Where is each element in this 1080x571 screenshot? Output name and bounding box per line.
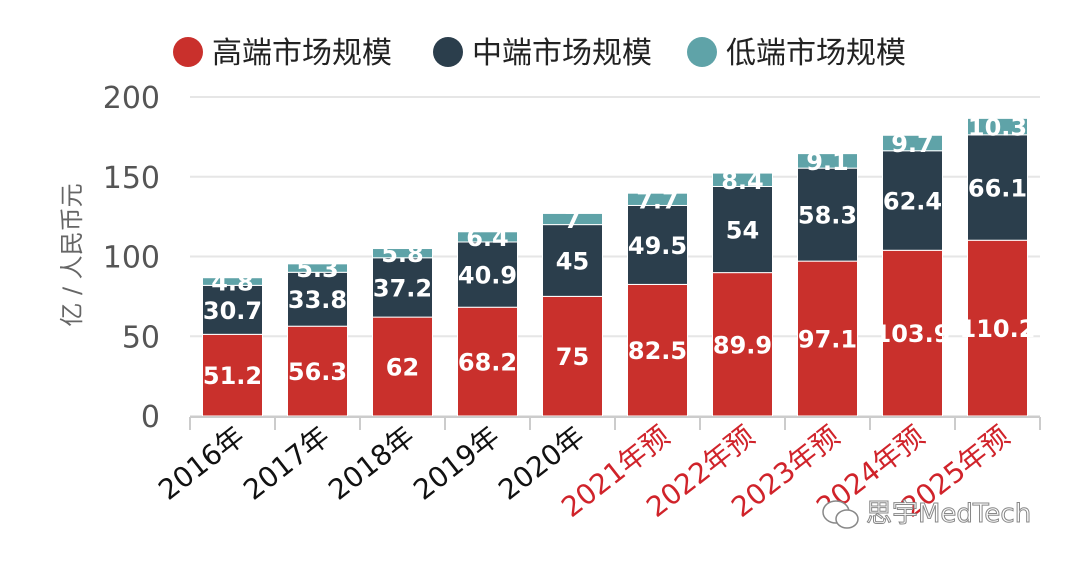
bar-segment-3 (627, 192, 688, 206)
bar-segment-3 (202, 277, 263, 286)
bar-segment-3 (457, 231, 518, 243)
y-tick-label: 150 (103, 161, 160, 196)
x-tick-label: 2018年 (322, 420, 421, 507)
data-label: 40.9 (458, 262, 517, 290)
bar-segment-1 (712, 272, 773, 417)
wechat-icon (822, 500, 859, 529)
data-label: 7.7 (636, 186, 679, 214)
data-label: 82.5 (628, 337, 687, 365)
bars (202, 117, 1028, 417)
data-label: 37.2 (373, 274, 432, 302)
data-label: 89.9 (713, 331, 772, 359)
y-tick-label: 200 (103, 81, 160, 116)
data-label: 49.5 (628, 232, 687, 260)
data-label: 6.4 (466, 224, 509, 252)
bar-segment-1 (882, 249, 943, 417)
y-axis-ticks: 0 50 100 150 200 (103, 81, 160, 435)
data-label: 5.8 (381, 240, 424, 268)
bar-segment-2 (287, 271, 348, 327)
bar-segment-1 (372, 316, 433, 417)
data-label: 51.2 (203, 362, 262, 390)
watermark: 思宇MedTech (822, 499, 1032, 530)
data-label: 62.4 (883, 188, 942, 216)
bar-segment-3 (712, 172, 773, 187)
data-label: 56.3 (288, 358, 347, 386)
legend-label-2: 中端市场规模 (472, 36, 652, 71)
bar-segment-2 (797, 167, 858, 262)
bar-segment-2 (882, 150, 943, 251)
bar-segment-2 (202, 284, 263, 335)
y-tick-label: 100 (103, 241, 160, 276)
legend: 高端市场规模 中端市场规模 低端市场规模 (173, 36, 906, 71)
data-label: 75 (556, 343, 589, 371)
bar-segment-1 (457, 306, 518, 417)
data-label: 68.2 (458, 349, 517, 377)
watermark-text: 思宇MedTech (866, 499, 1031, 529)
bar-segment-3 (287, 263, 348, 273)
data-label: 30.7 (203, 297, 262, 325)
data-label: 66.1 (968, 175, 1027, 203)
bar-segment-3 (372, 248, 433, 259)
legend-swatch-1 (173, 37, 203, 67)
bar-segment-2 (542, 224, 603, 297)
data-label: 33.8 (288, 286, 347, 314)
data-label: 54 (726, 217, 759, 245)
y-tick-label: 50 (122, 320, 160, 355)
data-label: 45 (556, 247, 589, 275)
bar-segment-2 (372, 257, 433, 318)
bar-segment-2 (967, 134, 1028, 241)
data-label: 103.9 (875, 320, 951, 348)
bar-segment-3 (882, 134, 943, 152)
x-tick-label: 2017年 (237, 420, 336, 507)
bar-segment-3 (542, 212, 603, 226)
x-tick-label: 2019年 (407, 420, 506, 507)
bar-segment-2 (627, 204, 688, 285)
bar-segment-3 (797, 153, 858, 169)
x-tick-label: 2016年 (152, 420, 251, 507)
legend-swatch-2 (433, 37, 463, 67)
data-label: 9.7 (891, 130, 934, 158)
legend-label-3: 低端市场规模 (726, 36, 906, 71)
bar-segment-2 (712, 185, 773, 274)
data-label: 62 (386, 354, 419, 382)
y-axis-label: 亿 / 人民币元 (58, 183, 86, 326)
bar-segment-2 (457, 241, 518, 308)
bar-segment-1 (627, 283, 688, 417)
data-label: 8.4 (721, 167, 764, 195)
bar-segment-1 (967, 239, 1028, 417)
data-label: 58.3 (798, 202, 857, 230)
bar-segment-1 (797, 260, 858, 417)
bar-segment-3 (967, 117, 1028, 136)
bar-segment-1 (287, 325, 348, 417)
legend-swatch-3 (687, 37, 717, 67)
data-label: 110.2 (960, 315, 1036, 343)
y-tick-label: 0 (141, 400, 160, 435)
data-labels: 51.2 30.74.8 56.3 33.8 5.3 62 37.2 5.8 68.2 40.9 6… (203, 114, 1036, 391)
data-label: 4.8 (211, 269, 254, 297)
data-label: 5.3 (296, 255, 339, 283)
data-label: 7 (564, 206, 581, 234)
bar-segment-1 (202, 333, 263, 417)
data-label: 10.3 (968, 114, 1027, 142)
legend-label-1: 高端市场规模 (212, 36, 392, 71)
data-label: 97.1 (798, 326, 857, 354)
data-label: 9.1 (806, 148, 849, 176)
